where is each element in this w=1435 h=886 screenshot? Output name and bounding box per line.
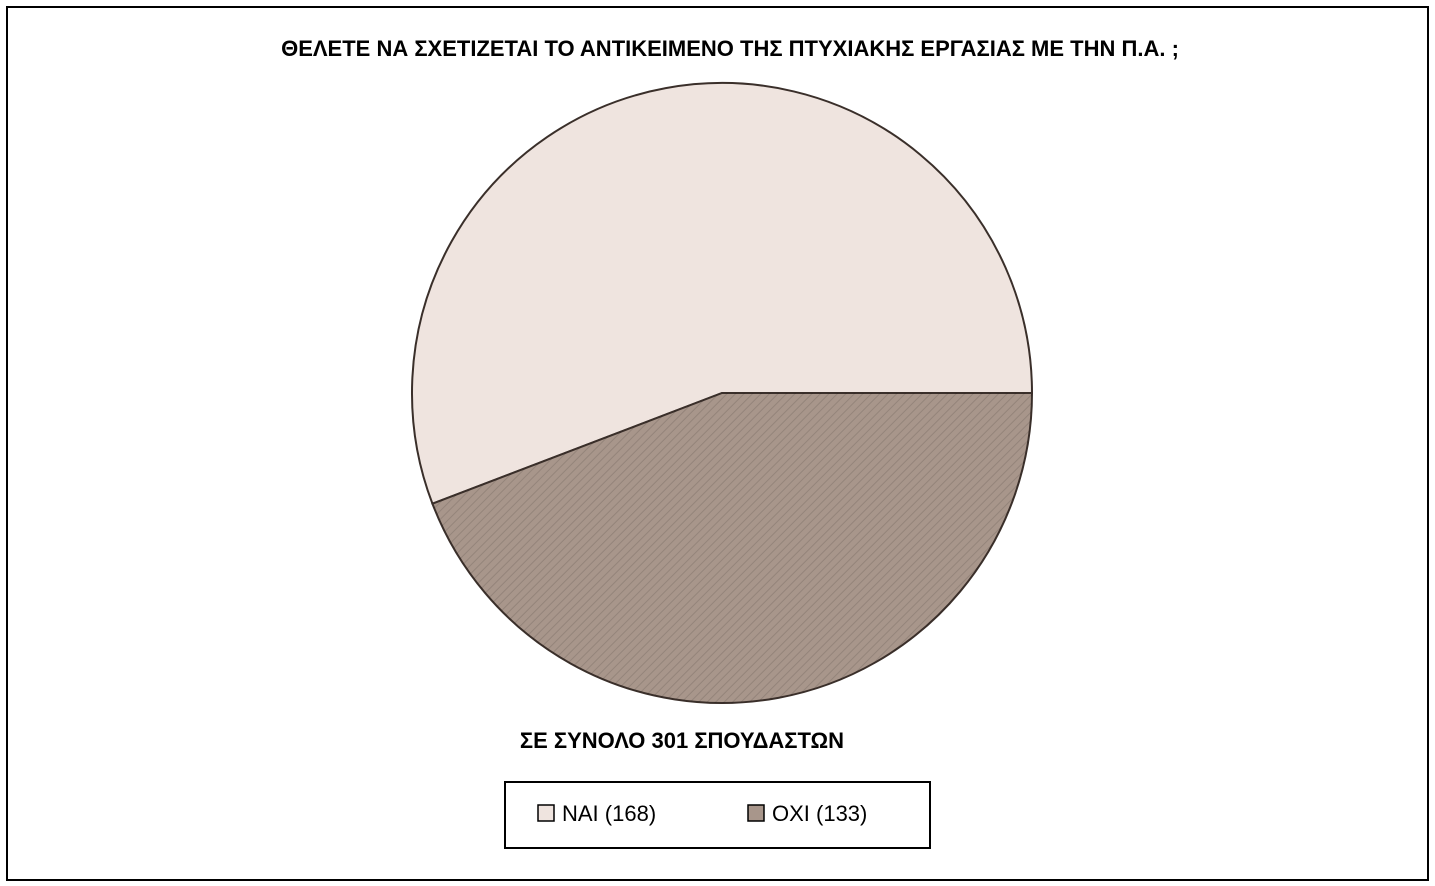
pie (411, 82, 1034, 704)
legend-swatch (537, 804, 555, 822)
slice-hatch (432, 393, 1032, 704)
legend: ΝΑΙ (168) ΟΧΙ (133) (537, 801, 867, 826)
chart-subtitle: ΣΕ ΣΥΝΟΛΟ 301 ΣΠΟΥΔΑΣΤΩΝ (520, 728, 844, 753)
chart-title: ΘΕΛΕΤΕ ΝΑ ΣΧΕΤΙΖΕΤΑΙ ΤΟ ΑΝΤΙΚΕΙΜΕΝΟ ΤΗΣ … (281, 36, 1179, 61)
legend-swatch (747, 804, 765, 822)
legend-box (504, 781, 931, 849)
pie-slice (411, 82, 1034, 506)
legend-label: ΝΑΙ (168) (562, 801, 656, 826)
legend-label: ΟΧΙ (133) (772, 801, 867, 826)
